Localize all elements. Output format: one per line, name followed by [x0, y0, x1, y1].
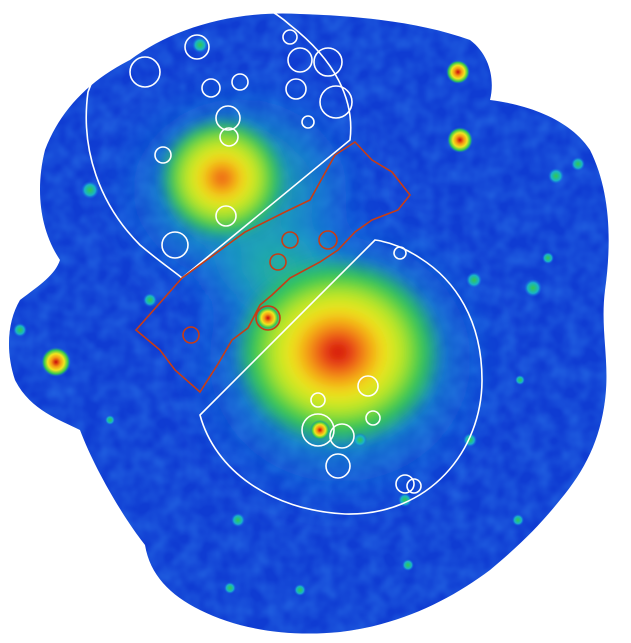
- south-sector-region: [199, 239, 483, 515]
- point-source-masks: [129, 29, 422, 494]
- cluster-north-core: [160, 118, 284, 238]
- point-sources: [13, 37, 585, 596]
- bridge-source-masks: [182, 230, 338, 344]
- bridge-box-region: [134, 140, 412, 394]
- north-sector-region: [85, 3, 352, 280]
- cluster-south-core: [233, 257, 443, 447]
